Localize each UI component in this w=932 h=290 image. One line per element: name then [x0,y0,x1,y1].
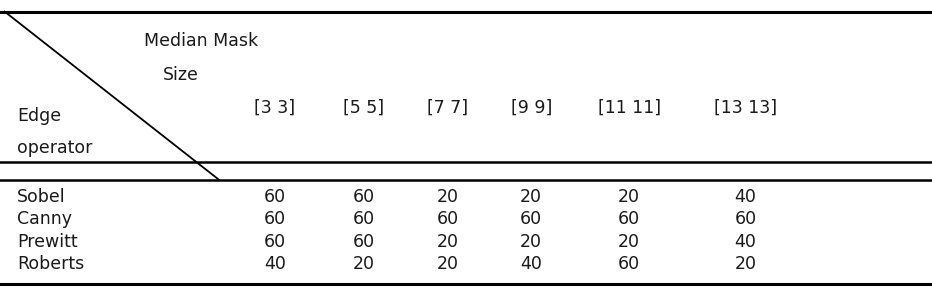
Text: Median Mask: Median Mask [144,32,258,50]
Text: 20: 20 [352,255,375,273]
Text: Edge: Edge [17,107,61,125]
Text: 20: 20 [734,255,757,273]
Text: 60: 60 [264,188,286,206]
Text: Roberts: Roberts [17,255,84,273]
Text: 60: 60 [520,210,542,228]
Text: 20: 20 [436,188,459,206]
Text: 40: 40 [734,188,757,206]
Text: 20: 20 [436,255,459,273]
Text: 60: 60 [352,233,375,251]
Text: 60: 60 [264,210,286,228]
Text: 20: 20 [520,188,542,206]
Text: 20: 20 [618,233,640,251]
Text: 40: 40 [520,255,542,273]
Text: Size: Size [163,66,199,84]
Text: 20: 20 [618,188,640,206]
Text: 40: 40 [264,255,286,273]
Text: 60: 60 [436,210,459,228]
Text: 20: 20 [520,233,542,251]
Text: [7 7]: [7 7] [427,98,468,116]
Text: 60: 60 [352,188,375,206]
Text: 60: 60 [734,210,757,228]
Text: [3 3]: [3 3] [254,98,295,116]
Text: Canny: Canny [17,210,72,228]
Text: Sobel: Sobel [17,188,65,206]
Text: [5 5]: [5 5] [343,98,384,116]
Text: Prewitt: Prewitt [17,233,77,251]
Text: 20: 20 [436,233,459,251]
Text: 60: 60 [618,255,640,273]
Text: operator: operator [17,139,92,157]
Text: 60: 60 [352,210,375,228]
Text: [13 13]: [13 13] [714,98,777,116]
Text: 40: 40 [734,233,757,251]
Text: [11 11]: [11 11] [597,98,661,116]
Text: [9 9]: [9 9] [511,98,552,116]
Text: 60: 60 [264,233,286,251]
Text: 60: 60 [618,210,640,228]
